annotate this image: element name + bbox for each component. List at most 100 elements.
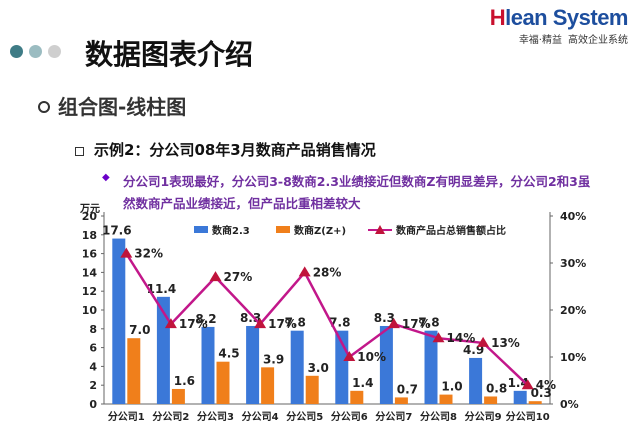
bar-series1: [379, 325, 393, 404]
line-triangle-marker: [432, 332, 445, 343]
y-right-tick-label: 40%: [560, 210, 586, 223]
y-left-tick-label: 18: [82, 229, 97, 242]
x-category-label: 分公司5: [286, 410, 323, 423]
line-triangle-marker: [209, 271, 222, 282]
bar-series2-label: 3.0: [308, 361, 329, 375]
logo-wordmark: Hlean System: [489, 5, 629, 30]
line-triangle-marker: [254, 318, 267, 329]
y-left-tick-label: 16: [82, 248, 98, 261]
bar-series2: [305, 375, 319, 404]
logo-rest: lean System: [505, 5, 628, 30]
circle-bullet-icon: [38, 101, 50, 113]
bar-series2: [394, 397, 408, 404]
line-triangle-marker: [477, 336, 490, 347]
line-triangle-marker: [521, 379, 534, 390]
legend-label-series1: 数商2.3: [212, 224, 250, 237]
legend-label-series2: 数商Z(Z+): [294, 224, 346, 237]
square-bullet-icon: [75, 147, 84, 156]
y-left-tick-label: 6: [89, 342, 97, 355]
x-category-label: 分公司3: [197, 410, 234, 423]
logo-h: H: [489, 5, 506, 30]
bar-series1: [513, 390, 527, 404]
bar-series1: [246, 325, 260, 404]
x-category-label: 分公司1: [108, 410, 145, 423]
bar-series2-label: 1.0: [441, 380, 462, 394]
bar-series2-label: 1.4: [352, 376, 373, 390]
line-triangle-marker: [343, 351, 356, 361]
page-title: 数据图表介绍: [85, 38, 254, 71]
bar-series2: [261, 367, 275, 404]
bar-series1-label: 7.8: [418, 316, 439, 330]
line-triangle-marker: [387, 318, 400, 329]
y-right-tick-label: 20%: [560, 304, 586, 317]
x-category-label: 分公司8: [420, 410, 457, 423]
line-percent-label: 14%: [447, 331, 476, 345]
line-triangle-marker: [298, 266, 311, 277]
line-percent-label: 10%: [357, 350, 386, 364]
bar-series1-label: 11.4: [147, 282, 177, 296]
y-left-tick-label: 12: [82, 285, 97, 298]
bar-series1-label: 8.2: [195, 312, 216, 326]
y-left-tick-label: 14: [82, 266, 98, 279]
x-category-label: 分公司9: [465, 410, 502, 423]
y-right-tick-label: 0%: [560, 398, 579, 411]
bar-series1: [424, 330, 438, 404]
bar-series2: [484, 396, 498, 404]
line-percent-label: 13%: [491, 336, 520, 350]
bar-series1-label: 7.8: [329, 316, 350, 330]
title-dot-2: [29, 45, 42, 58]
bar-series1-label: 7.8: [285, 316, 306, 330]
example-heading: 示例2：分公司08年3月数商产品销售情况: [94, 141, 376, 159]
bar-series1-label: 17.6: [102, 224, 132, 238]
bar-series1: [469, 357, 483, 404]
x-category-label: 分公司10: [506, 410, 550, 423]
legend-marker-series3: [375, 225, 385, 234]
x-category-label: 分公司2: [152, 410, 189, 423]
x-category-label: 分公司7: [375, 410, 412, 423]
bar-series1-label: 8.3: [374, 311, 395, 325]
legend-swatch-series1: [194, 226, 208, 233]
title-dots: [10, 45, 61, 58]
y-right-tick-label: 10%: [560, 351, 586, 364]
x-category-label: 分公司4: [242, 410, 279, 423]
y-left-tick-label: 0: [89, 398, 97, 411]
bar-series1: [290, 330, 304, 404]
logo-tagline-left: 幸福·精益: [518, 35, 562, 46]
brand-logo: Hlean System 幸福·精益 高效企业系统: [489, 5, 629, 47]
line-percent-label: 17%: [268, 317, 297, 331]
y-left-tick-label: 10: [82, 304, 98, 317]
y-left-tick-label: 8: [89, 323, 97, 336]
line-percent-label: 28%: [313, 265, 342, 279]
bar-series2-label: 0.8: [486, 381, 507, 395]
line-percent-label: 17%: [402, 317, 431, 331]
bar-series2-label: 7.0: [129, 323, 150, 337]
bar-series2: [350, 390, 364, 404]
y-left-tick-label: 20: [82, 210, 98, 223]
bar-series1: [201, 326, 215, 404]
chart-description: 分公司1表现最好，分公司3-8数商2.3业绩接近但数商Z有明显差异，分公司2和3…: [123, 174, 591, 211]
bar-series2: [216, 361, 230, 404]
line-percent-label: 4%: [536, 378, 556, 392]
line-triangle-marker: [164, 318, 177, 329]
x-category-label: 分公司6: [331, 410, 368, 423]
y-left-tick-label: 2: [89, 379, 97, 392]
legend-label-series3: 数商产品占总销售额占比: [396, 224, 506, 237]
bar-series1: [156, 296, 170, 404]
bar-series2-label: 0.3: [531, 386, 552, 400]
line-triangle-marker: [120, 247, 133, 258]
title-dot-1: [10, 45, 23, 58]
title-dot-3: [48, 45, 61, 58]
bar-series2: [171, 388, 185, 404]
section-subtitle: 组合图-线柱图: [58, 95, 187, 119]
bar-series2-label: 1.6: [174, 374, 195, 388]
y-left-tick-label: 4: [89, 360, 97, 373]
bar-series1: [112, 238, 126, 404]
line-percent-label: 27%: [224, 270, 253, 284]
y-right-tick-label: 30%: [560, 257, 586, 270]
bar-series2: [528, 401, 542, 404]
line-percent-label: 17%: [179, 317, 208, 331]
bar-series2-label: 3.9: [263, 352, 284, 366]
bar-series2-label: 0.7: [397, 382, 418, 396]
diamond-bullet-icon: ◆: [102, 172, 110, 183]
